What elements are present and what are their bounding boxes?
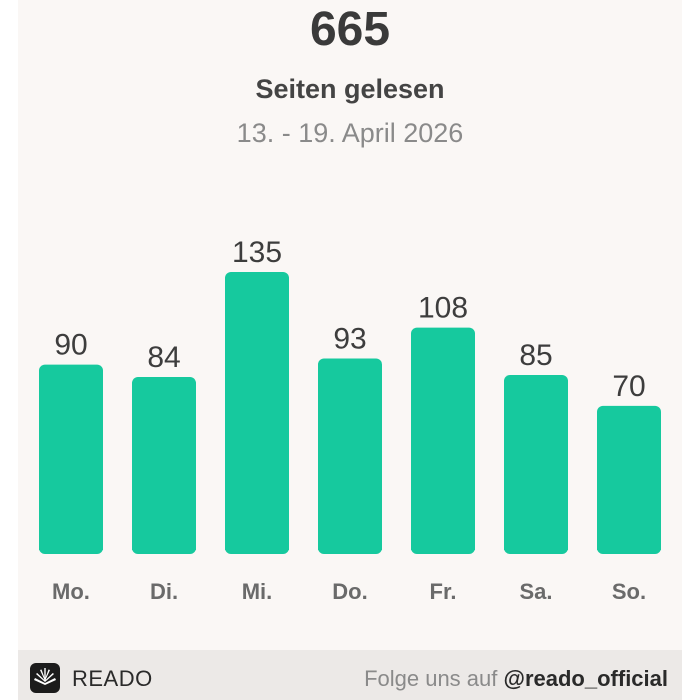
social-handle-link[interactable]: @reado_official [503,666,669,691]
value-label-3: 93 [333,322,366,355]
bar-6 [597,405,661,554]
brand-name: READO [72,666,153,691]
bar-base-6 [597,544,661,550]
bar-base-1 [132,544,196,550]
bar-1 [132,377,196,554]
value-label-1: 84 [147,341,180,374]
value-label-4: 108 [418,292,468,325]
value-label-5: 85 [519,339,552,372]
bar-base-3 [318,544,382,550]
category-label-0: Mo. [52,579,90,604]
bar-base-5 [504,544,568,550]
follow-label: Folge uns auf [364,666,498,691]
value-label-2: 135 [232,236,282,269]
bar-base-4 [411,544,475,550]
date-range: 13. - 19. April 2026 [236,118,464,148]
category-label-5: Sa. [519,579,552,604]
chart-subtitle: Seiten gelesen [255,74,445,104]
footer-bar: READO Folge uns auf @reado_official [18,650,682,700]
category-label-1: Di. [150,579,178,604]
bar-base-2 [225,544,289,550]
bar-base-0 [39,544,103,550]
value-label-6: 70 [612,370,645,403]
category-label-3: Do. [332,579,367,604]
category-label-2: Mi. [242,579,273,604]
bar-5 [504,374,568,554]
open-book-icon [30,663,60,693]
value-label-0: 90 [54,329,87,362]
bar-3 [318,358,382,554]
bar-2 [225,272,289,554]
category-label-6: So. [612,579,646,604]
bar-chart: 90 Mo. 84 Di. 135 Mi. 93 Do. 108 Fr. 85 Sa. 70 So. [39,236,661,604]
bar-0 [39,364,103,554]
category-label-4: Fr. [430,579,457,604]
total-pages: 665 [309,3,391,56]
follow-text: Folge uns auf @reado_official [364,666,668,692]
bar-4 [411,327,475,554]
